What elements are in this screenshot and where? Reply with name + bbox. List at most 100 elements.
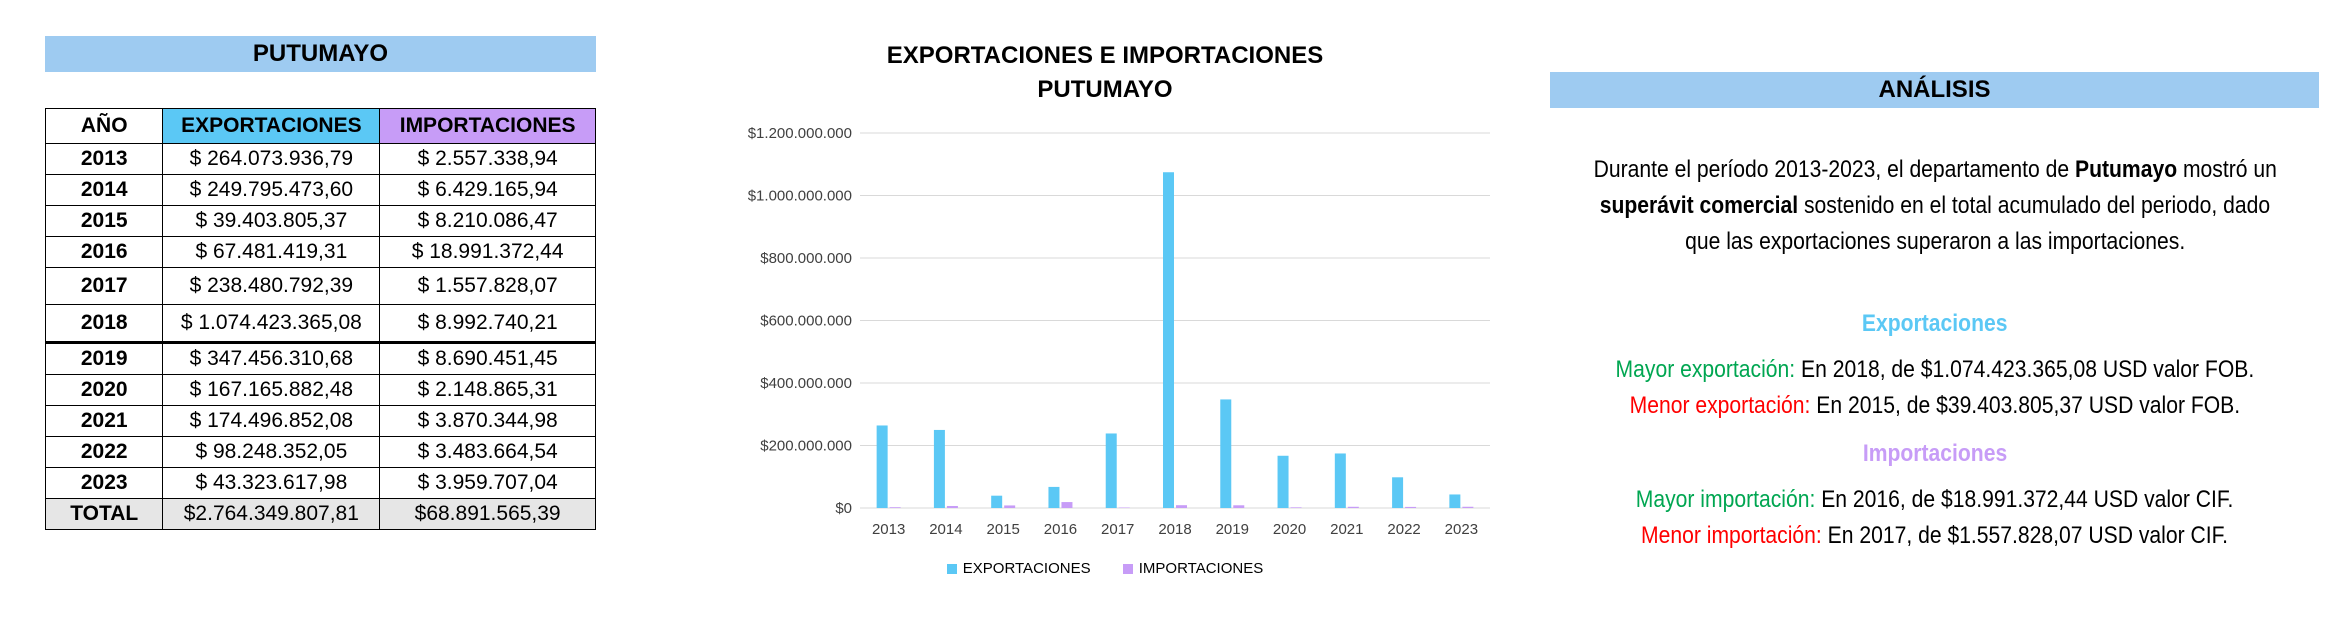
row-year: 2015 [46,206,163,237]
bar-imports [1462,507,1473,508]
bar-imports [1176,505,1187,508]
header-imports: IMPORTACIONES [380,109,596,144]
legend-label-exports: EXPORTACIONES [963,560,1091,577]
bar-imports [947,506,958,508]
table-row: 2013 $ 264.073.936,79 $ 2.557.338,94 [46,144,596,175]
row-imports: $ 3.959.707,04 [380,468,596,499]
header-year: AÑO [46,109,163,144]
x-tick-label: 2023 [1445,521,1478,538]
total-exports: $2.764.349.807,81 [163,499,380,530]
row-imports: $ 3.870.344,98 [380,406,596,437]
row-exports: $ 264.073.936,79 [163,144,380,175]
x-tick-label: 2016 [1044,521,1077,538]
row-exports: $ 174.496.852,08 [163,406,380,437]
exports-min-text: En 2015, de $39.403.805,37 USD valor FOB… [1811,392,2241,419]
row-imports: $ 8.992.740,21 [380,305,596,343]
legend-item-imports: IMPORTACIONES [1123,560,1263,577]
x-tick-label: 2022 [1387,521,1420,538]
table-row: 2017 $ 238.480.792,39 $ 1.557.828,07 [46,268,596,305]
bar-imports [1119,508,1130,509]
imports-max-label: Mayor importación: [1636,486,1816,513]
analysis-title: ANÁLISIS [1550,72,2319,108]
bar-exports [1163,172,1174,508]
imports-heading: Importaciones [1863,436,2007,472]
row-imports: $ 1.557.828,07 [380,268,596,305]
y-tick-label: $400.000.000 [760,375,852,392]
table-row: 2022 $ 98.248.352,05 $ 3.483.664,54 [46,437,596,468]
bar-exports [1048,487,1059,508]
chart-title-line2: PUTUMAYO [680,76,1530,104]
chart-legend: EXPORTACIONES IMPORTACIONES [680,560,1530,578]
row-year: 2023 [46,468,163,499]
row-year: 2022 [46,437,163,468]
analysis-line-2: superávit comercial sostenido en el tota… [1530,188,2340,224]
x-tick-label: 2018 [1158,521,1191,538]
bar-exports [934,430,945,508]
exports-max-label: Mayor exportación: [1616,356,1796,383]
imports-max-text: En 2016, de $18.991.372,44 USD valor CIF… [1816,486,2234,513]
table-total-row: TOTAL $2.764.349.807,81 $68.891.565,39 [46,499,596,530]
exports-max-text: En 2018, de $1.074.423.365,08 USD valor … [1795,356,2254,383]
table-row: 2021 $ 174.496.852,08 $ 3.870.344,98 [46,406,596,437]
x-tick-label: 2014 [929,521,962,538]
row-imports: $ 8.210.086,47 [380,206,596,237]
row-exports: $ 249.795.473,60 [163,175,380,206]
bar-imports [1405,507,1416,508]
row-exports: $ 238.480.792,39 [163,268,380,305]
table-row: 2014 $ 249.795.473,60 $ 6.429.165,94 [46,175,596,206]
legend-swatch-exports [947,564,957,574]
imports-min-row: Menor importación: En 2017, de $1.557.82… [1530,518,2340,554]
row-year: 2014 [46,175,163,206]
bar-imports [890,507,901,508]
bar-imports [1004,505,1015,508]
row-year: 2016 [46,237,163,268]
legend-swatch-imports [1123,564,1133,574]
analysis-p1-b: Putumayo [2075,156,2177,183]
row-imports: $ 6.429.165,94 [380,175,596,206]
legend-item-exports: EXPORTACIONES [947,560,1091,577]
bar-exports [1220,399,1231,508]
header-exports: EXPORTACIONES [163,109,380,144]
y-tick-label: $1.000.000.000 [748,188,852,205]
x-tick-label: 2019 [1216,521,1249,538]
y-tick-label: $1.200.000.000 [748,125,852,142]
row-imports: $ 18.991.372,44 [380,237,596,268]
table-row: 2019 $ 347.456.310,68 $ 8.690.451,45 [46,343,596,375]
bar-chart: $0$200.000.000$400.000.000$600.000.000$8… [680,30,1530,600]
imports-heading-row: Importaciones [1530,436,2340,472]
bar-exports [1392,477,1403,508]
analysis-line-1: Durante el período 2013-2023, el departa… [1530,152,2340,188]
exports-heading-row: Exportaciones [1530,306,2340,342]
row-imports: $ 3.483.664,54 [380,437,596,468]
bar-imports [1233,505,1244,508]
bar-imports [1061,502,1072,508]
imports-max-row: Mayor importación: En 2016, de $18.991.3… [1530,482,2340,518]
row-exports: $ 39.403.805,37 [163,206,380,237]
table-row: 2018 $ 1.074.423.365,08 $ 8.992.740,21 [46,305,596,343]
bar-exports [991,496,1002,508]
row-exports: $ 1.074.423.365,08 [163,305,380,343]
total-label: TOTAL [46,499,163,530]
table-row: 2020 $ 167.165.882,48 $ 2.148.865,31 [46,375,596,406]
table-title: PUTUMAYO [45,36,596,72]
bar-imports [1291,507,1302,508]
row-year: 2013 [46,144,163,175]
y-tick-label: $600.000.000 [760,313,852,330]
analysis-p2-b: sostenido en el total acumulado del peri… [1798,192,2270,219]
row-imports: $ 2.557.338,94 [380,144,596,175]
row-exports: $ 67.481.419,31 [163,237,380,268]
bar-exports [1335,453,1346,508]
bar-exports [1278,456,1289,508]
row-year: 2020 [46,375,163,406]
analysis-line-3: que las exportaciones superaron a las im… [1530,224,2340,260]
bar-exports [1449,494,1460,508]
exports-max-row: Mayor exportación: En 2018, de $1.074.42… [1530,352,2340,388]
table-row: 2023 $ 43.323.617,98 $ 3.959.707,04 [46,468,596,499]
y-tick-label: $800.000.000 [760,250,852,267]
x-tick-label: 2015 [986,521,1019,538]
exports-min-label: Menor exportación: [1630,392,1811,419]
x-tick-label: 2021 [1330,521,1363,538]
y-tick-label: $0 [835,500,852,517]
analysis-p3: que las exportaciones superaron a las im… [1685,224,2185,260]
chart-title-line1: EXPORTACIONES E IMPORTACIONES [680,42,1530,70]
